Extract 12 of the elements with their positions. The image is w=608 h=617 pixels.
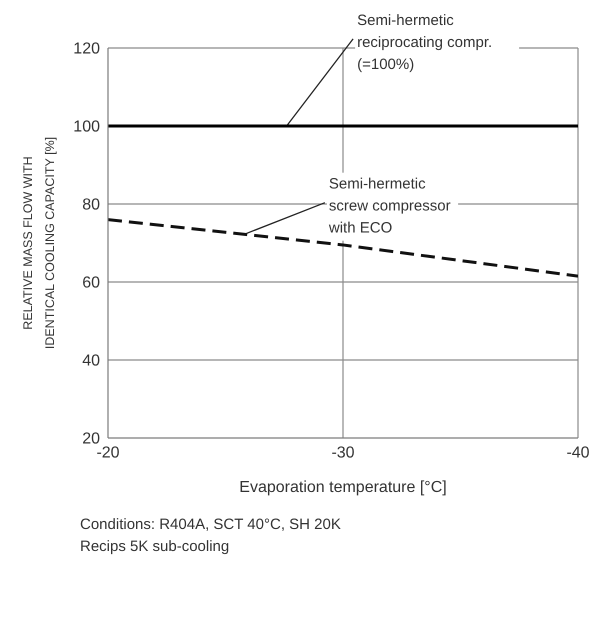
y-tick-label: 100 (73, 118, 100, 136)
text: Conditions: R404A, SCT 40°C, SH 20K Recips 5K sub-cooling (79, 515, 342, 557)
series-label: Semi-hermetic screw compressor with ECO (328, 176, 451, 237)
text: Semi-hermetic reciprocating compr. (=100%) (357, 12, 492, 73)
y-tick-label: 40 (82, 352, 100, 370)
y-tick-label: 80 (82, 196, 100, 214)
y-axis-title: RELATIVE MASS FLOW WITH IDENTICAL COOLING CAPACITY [%] (21, 136, 57, 350)
x-axis-title: Evaporation temperature [°C] (239, 479, 447, 496)
x-tick-label: -30 (331, 444, 355, 462)
y-tick-label: 60 (82, 274, 100, 292)
x-tick-label: -40 (566, 444, 590, 462)
y-tick-label: 120 (73, 40, 100, 58)
